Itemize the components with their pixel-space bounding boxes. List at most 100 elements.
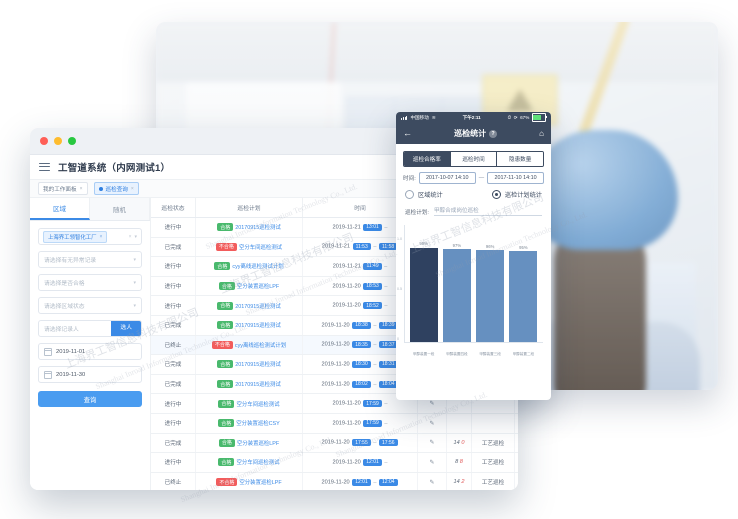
window-controls[interactable] — [40, 137, 76, 145]
plan-name[interactable]: cyy离线巡检测试计划 — [234, 342, 287, 349]
edit-pencil-icon[interactable]: ✎ — [429, 401, 435, 408]
plan-name[interactable]: 20170915巡检测试 — [235, 323, 281, 330]
question-mark-icon[interactable]: ? — [489, 129, 498, 138]
cell-plan: 合格 20170915巡检测试 — [195, 217, 303, 238]
table-row[interactable]: 已完成 合格 空分装置巡检LPF 2019-11-20 17:55 – 17:56 ✎ 1… — [151, 433, 518, 454]
plan-name[interactable]: 空分装置巡检LPF — [239, 480, 282, 487]
plan-select-value[interactable]: 甲醇合成岗位巡检 — [433, 206, 542, 217]
col-header-time[interactable]: 时间 — [302, 198, 418, 218]
edit-pencil-icon[interactable]: ✎ — [429, 479, 435, 486]
clear-icon[interactable]: × — [128, 233, 132, 240]
minimize-button-icon[interactable] — [54, 137, 62, 145]
breadcrumb-tag-inspection-query[interactable]: 巡检查询 × — [93, 182, 139, 195]
search-button[interactable]: 查询 — [38, 391, 142, 407]
status-badge: 合格 — [218, 419, 235, 428]
plan-name[interactable]: 空分车间巡检测试 — [236, 401, 280, 408]
factory-tag[interactable]: 上海界工领智化工厂 × — [43, 230, 108, 243]
table-row[interactable]: 进行中 合格 空分车间巡检测试 2019-11-20 17:59 – ✎ — [151, 393, 518, 414]
segment-inspection-time[interactable]: 巡检时间 — [450, 152, 498, 166]
status-badge: 合格 — [217, 301, 234, 310]
time-chip: 12:01 — [352, 478, 371, 486]
plan-name[interactable]: 20170915巡检测试 — [235, 303, 281, 310]
segment-hazard-count[interactable]: 隐患数量 — [497, 152, 543, 166]
chart-bar[interactable] — [476, 250, 505, 343]
start-date-value: 2019-11-01 — [56, 348, 86, 355]
segment-pass-rate[interactable]: 巡检合格率 — [404, 152, 451, 166]
abnormal-record-placeholder: 请选择有无异常记录 — [44, 258, 97, 264]
chart-y-tick-label: 0.5 — [397, 287, 402, 292]
chart-bar[interactable] — [509, 251, 538, 343]
abnormal-count: 8 — [459, 459, 463, 466]
hamburger-icon[interactable] — [39, 162, 50, 172]
plan-name[interactable]: cyy离线巡检测试计划 — [232, 264, 284, 271]
segmented-control: 巡检合格率 巡检时间 隐患数量 — [403, 151, 544, 167]
radio-plan-stat[interactable]: 巡检计划统计 — [491, 189, 542, 199]
chart-bar[interactable] — [409, 247, 438, 343]
col-header-status[interactable]: 巡检状态 — [151, 198, 196, 218]
recorder-field[interactable]: 请选择记录人 选人 — [38, 320, 142, 337]
calendar-icon — [44, 370, 52, 379]
cell-count: 8 8 — [446, 452, 472, 473]
chevron-down-icon[interactable]: ▾ — [133, 279, 136, 286]
plan-name[interactable]: 20170915巡检测试 — [235, 362, 281, 369]
chevron-down-icon[interactable]: ▾ — [133, 256, 136, 263]
plan-name[interactable]: 空分装置巡检CSY — [236, 421, 280, 428]
cell-location: 阀棚 — [514, 472, 518, 490]
end-datetime-input[interactable]: 2017-11-10 14:10 — [487, 171, 545, 184]
home-icon[interactable]: ⌂ — [539, 129, 544, 138]
select-person-button[interactable]: 选人 — [111, 321, 141, 336]
edit-pencil-icon[interactable]: ✎ — [429, 459, 435, 466]
close-icon[interactable]: × — [79, 185, 83, 192]
plan-name[interactable]: 20170915巡检测试 — [235, 382, 281, 389]
status-badge: 合格 — [217, 321, 234, 330]
tab-random[interactable]: 随机 — [90, 198, 150, 220]
pass-rate-bar-chart: 0 0.5 1.0 99% 97% 96% 95% 甲醇装置一段 甲醇装置四段 甲醇装置三段甲… — [397, 225, 543, 360]
col-header-plan[interactable]: 巡检计划 — [195, 198, 303, 218]
table-row[interactable]: 已终止 不合格 空分装置巡检LPF 2019-11-20 12:01 – 12:04 ✎… — [151, 472, 518, 490]
time-chip: 18:30 — [352, 360, 371, 368]
cell-fill: ✎ — [417, 452, 447, 473]
tab-area[interactable]: 区域 — [30, 198, 90, 220]
chart-bar-value-label: 97% — [452, 242, 462, 248]
cell-location — [514, 413, 518, 434]
time-chip: 18:37 — [379, 341, 398, 349]
cell-time: 2019-11-20 18:35 – 18:37 — [302, 335, 418, 356]
plan-select-row[interactable]: 巡检计划: 甲醇合成岗位巡检 — [396, 206, 551, 226]
chart-bar-value-label: 96% — [485, 243, 495, 249]
chevron-down-icon[interactable]: ▾ — [134, 233, 137, 240]
start-date-input[interactable]: 2019-11-01 — [38, 343, 142, 360]
chart-bar-value-label: 95% — [519, 244, 528, 250]
chart-bars: 99% 97% 96% 95% — [407, 233, 540, 343]
edit-pencil-icon[interactable]: ✎ — [429, 440, 435, 447]
plan-name[interactable]: 空分装置巡检LPF — [236, 284, 280, 291]
status-badge: 合格 — [214, 262, 231, 271]
plan-name[interactable]: 20170915巡检测试 — [235, 225, 281, 232]
factory-select[interactable]: 上海界工领智化工厂 × × ▾ — [38, 228, 142, 245]
plan-name[interactable]: 空分装置巡检LPF — [236, 440, 280, 447]
area-status-select[interactable]: 请选择区域状态 ▾ — [38, 297, 142, 314]
abnormal-record-select[interactable]: 请选择有无异常记录 ▾ — [38, 251, 142, 268]
select-actions[interactable]: × ▾ — [129, 234, 137, 240]
chart-bar[interactable] — [442, 249, 471, 343]
plan-name[interactable]: 空分车间巡检测试 — [238, 244, 283, 251]
close-icon[interactable]: × — [130, 185, 134, 192]
qualified-select[interactable]: 请选择是否合格 ▾ — [38, 274, 142, 291]
start-datetime-input[interactable]: 2017-10-07 14:10 — [418, 171, 476, 184]
end-date-input[interactable]: 2019-11-30 — [38, 366, 142, 383]
maximize-button-icon[interactable] — [68, 137, 76, 145]
chevron-down-icon[interactable]: ▾ — [133, 302, 136, 309]
abnormal-count: 0 — [461, 439, 465, 446]
radio-area-stat[interactable]: 区域统计 — [405, 189, 443, 199]
filter-sidebar: 区域 随机 上海界工领智化工厂 × × ▾ — [30, 198, 151, 490]
cell-plan: 不合格 cyy离线巡检测试计划 — [195, 335, 303, 356]
arrow-left-icon[interactable]: ← — [403, 128, 412, 138]
close-button-icon[interactable] — [40, 137, 48, 145]
edit-pencil-icon[interactable]: ✎ — [429, 420, 435, 427]
breadcrumb-tag-workbench[interactable]: 我的工作面板 × — [38, 182, 88, 195]
plan-name[interactable]: 空分车间巡检测试 — [236, 460, 280, 467]
close-icon[interactable]: × — [99, 233, 103, 240]
chart-bar-column: 96% — [476, 233, 505, 343]
table-row[interactable]: 进行中 合格 空分装置巡检CSY 2019-11-20 17:59 – ✎ — [151, 413, 518, 434]
